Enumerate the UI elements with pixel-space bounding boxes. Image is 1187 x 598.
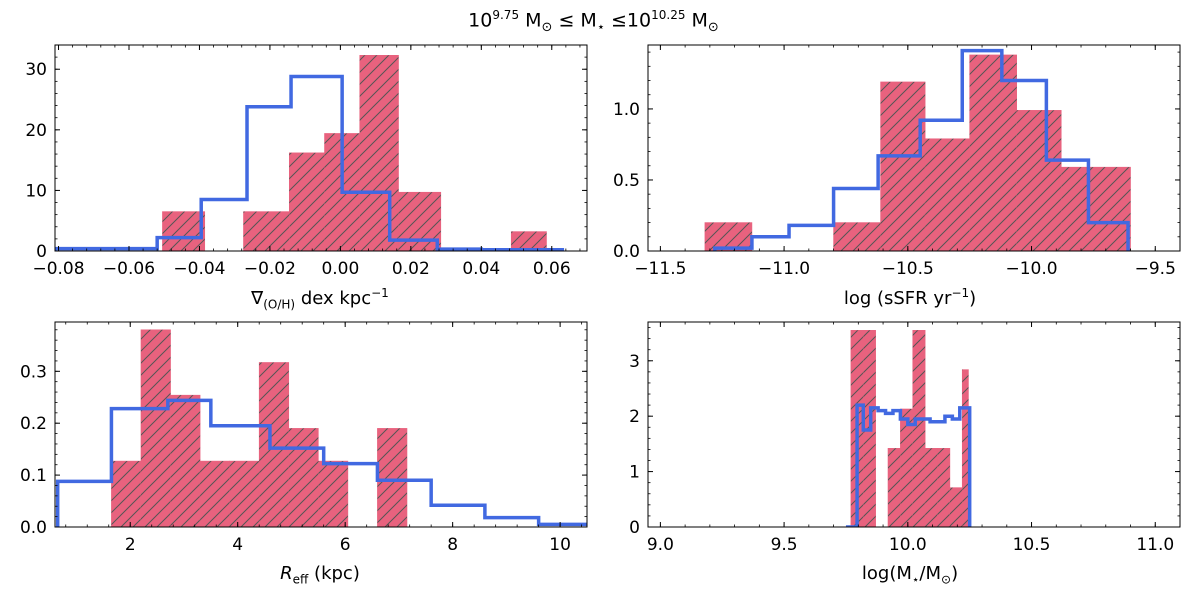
hist-bar-hatch [937, 448, 950, 527]
hist-bar-hatch [243, 211, 290, 251]
y-tick-label: 0.2 [20, 414, 47, 434]
y-tick-label: 0.5 [613, 171, 640, 191]
axes-frame [54, 321, 588, 528]
panel-body-reff [55, 329, 587, 527]
step-series [845, 403, 972, 527]
axes-frame [54, 44, 588, 252]
x-tick-label: −10.5 [882, 259, 934, 279]
figure-title: 109.75 M⊙ ≤ M⋆ ≤1010.25 M⊙ [468, 8, 719, 36]
hist-bar-hatch [200, 461, 230, 527]
hist-bar-hatch [880, 81, 926, 251]
hist-bar-hatch [900, 408, 913, 527]
hist-bar-hatch [704, 222, 752, 251]
y-tick-label: 0 [629, 518, 640, 538]
hist-bar-hatch [111, 461, 141, 527]
y-tick-label: 2 [629, 407, 640, 427]
x-tick-label: 0.00 [321, 259, 359, 279]
hist-bar-hatch [962, 369, 969, 527]
x-tick-label: 9.0 [647, 535, 674, 555]
step-series [713, 48, 1130, 251]
x-tick-label: 9.5 [771, 535, 798, 555]
hist-bar-hatch [1061, 167, 1131, 251]
x-tick-label: 4 [232, 535, 243, 555]
hist-bar-hatch [1016, 110, 1062, 251]
y-tick-label: 0.3 [20, 362, 47, 382]
hist-bar-hatch [288, 428, 319, 527]
y-tick-label: 0.0 [613, 242, 640, 262]
x-tick-label: −11.0 [758, 259, 810, 279]
hist-bar-hatch [912, 330, 926, 527]
y-tick-label: 3 [629, 352, 640, 372]
x-tick-label: 8 [447, 535, 458, 555]
panel-gradient: −0.08 −0.06 −0.04 −0.02 0.00 0.02 0.04 0.06 0 10 2… [25, 44, 588, 279]
panel-reff: 2 4 6 8 10 0.0 0.1 0.2 0.3 [20, 321, 588, 555]
panel-body-gradient [55, 54, 565, 251]
x-tick-label: 10.0 [889, 535, 927, 555]
xlabel-ssfr: log (sSFR yr−1) [843, 286, 977, 309]
hist-bar-hatch [833, 222, 881, 251]
x-tick-label: −10.0 [1005, 259, 1057, 279]
x-tick-label: −0.02 [244, 259, 296, 279]
hist-bar-hatch [377, 428, 407, 527]
hist-bar-hatch [888, 448, 901, 527]
x-tick-label: −11.5 [634, 259, 686, 279]
panel-mass: 9.0 9.5 10.0 10.5 11.0 0 1 2 3 [629, 321, 1181, 555]
hist-bar-hatch [925, 138, 970, 251]
hist-bar-hatch [289, 152, 325, 251]
x-tick-label: 6 [340, 535, 351, 555]
hist-bar-hatch [229, 461, 260, 527]
hist-bar-hatch [949, 487, 963, 527]
step-series [55, 74, 565, 251]
x-tick-label: 0.02 [392, 259, 430, 279]
step-series [55, 398, 587, 527]
xlabel-gradient: ∇(O/H) dex kpc−1 [251, 286, 389, 312]
panel-body-mass [845, 330, 972, 527]
panel-ssfr: −11.5 −11.0 −10.5 −10.0 −9.5 0.0 0.5 1.0 [613, 44, 1181, 279]
x-tick-label: 10.5 [1013, 535, 1051, 555]
y-tick-label: 30 [25, 60, 47, 80]
x-tick-label: 0.04 [462, 259, 500, 279]
y-tick-label: 10 [25, 181, 47, 201]
x-tick-label: −9.5 [1135, 259, 1176, 279]
axes-frame [647, 321, 1181, 528]
x-tick-label: −0.08 [32, 259, 84, 279]
y-tick-label: 1.0 [613, 100, 640, 120]
x-tick-label: 10 [549, 535, 571, 555]
xlabel-reff: Reff (kpc) [280, 563, 360, 587]
y-tick-label: 20 [25, 121, 47, 141]
panel-body-ssfr [704, 48, 1131, 251]
hist-bar-hatch [398, 192, 441, 251]
x-tick-label: 11.0 [1136, 535, 1174, 555]
hist-bar-hatch [511, 231, 547, 251]
y-tick-label: 0.0 [20, 518, 47, 538]
axes-frame [647, 44, 1181, 252]
hist-bar-hatch [969, 54, 1017, 251]
x-tick-label: 2 [125, 535, 136, 555]
x-tick-label: −0.06 [103, 259, 155, 279]
x-tick-label: −0.04 [173, 259, 225, 279]
y-tick-label: 0.1 [20, 466, 47, 486]
xlabel-mass: log(M⋆/M⊙) [861, 563, 959, 587]
y-tick-label: 1 [629, 463, 640, 483]
hist-bar-hatch [359, 55, 399, 251]
hist-bar-hatch [170, 395, 201, 527]
hist-bar-hatch [318, 461, 348, 527]
hist-bar-hatch [925, 448, 938, 527]
hist-bar-hatch [259, 362, 289, 527]
hist-bar-hatch [162, 211, 205, 251]
hist-bar-hatch [140, 329, 171, 527]
y-tick-label: 0 [36, 242, 47, 262]
x-tick-label: 0.06 [533, 259, 571, 279]
